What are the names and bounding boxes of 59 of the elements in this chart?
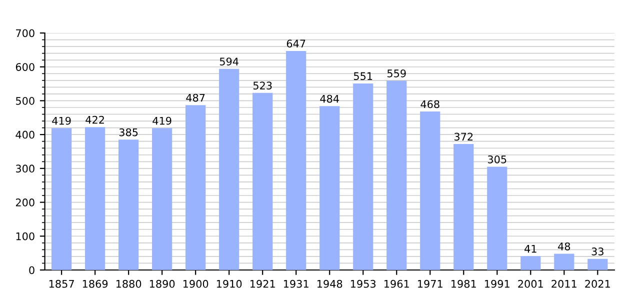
data-label: 372: [454, 132, 473, 141]
bar: [286, 50, 306, 270]
y-tick-label: 0: [29, 266, 34, 274]
data-label: 419: [152, 116, 172, 125]
x-tick-label: 1948: [317, 280, 342, 288]
bar: [85, 127, 106, 270]
data-label: 41: [524, 244, 536, 253]
bar: [186, 105, 206, 270]
data-label: 468: [420, 100, 440, 108]
x-tick-label: 2011: [552, 280, 576, 288]
data-label: 559: [387, 69, 406, 78]
x-tick-label: 1900: [183, 280, 208, 288]
x-tick-label: 1931: [284, 280, 308, 288]
bar: [454, 144, 474, 270]
x-tick-label: 1921: [250, 280, 275, 288]
data-label: 647: [286, 40, 306, 48]
data-label: 594: [220, 58, 238, 66]
data-label: 305: [488, 155, 506, 164]
bar: [353, 83, 374, 270]
bar: [52, 128, 72, 270]
data-label: 523: [253, 82, 272, 90]
x-tick-label: 1991: [485, 280, 510, 288]
y-tick-label: 400: [16, 130, 34, 139]
x-tick-label: 2001: [518, 280, 543, 288]
x-tick-label: 1910: [216, 280, 242, 288]
x-tick-label: 1981: [452, 280, 476, 288]
y-tick-label: 300: [16, 164, 34, 173]
data-label: 48: [558, 242, 570, 250]
bar: [487, 166, 508, 270]
data-label: 33: [592, 248, 604, 256]
x-tick-label: 1857: [49, 280, 74, 288]
data-label: 422: [86, 116, 104, 124]
bar: [219, 68, 240, 270]
data-label: 419: [52, 116, 71, 125]
x-tick-label: 1890: [150, 280, 175, 288]
bar: [554, 254, 574, 270]
bar: [420, 112, 440, 270]
y-tick-label: 100: [16, 232, 34, 240]
x-tick-label: 1880: [116, 280, 142, 288]
bar: [152, 128, 172, 270]
x-tick-label: 1961: [384, 280, 409, 288]
y-tick-label: 700: [16, 29, 34, 38]
y-tick-label: 200: [16, 198, 34, 206]
data-label: 484: [320, 94, 339, 103]
bar: [252, 92, 273, 270]
data-label: 487: [186, 94, 205, 102]
bar: [118, 140, 139, 270]
data-label: 385: [119, 128, 138, 136]
x-tick-label: 1971: [418, 280, 442, 288]
x-tick-label: 1869: [82, 280, 108, 288]
bar: [320, 106, 340, 270]
y-tick-label: 600: [16, 63, 34, 71]
y-tick-label: 500: [16, 96, 34, 105]
x-tick-label: 2021: [585, 280, 610, 288]
x-tick-label: 1953: [350, 280, 376, 288]
bar: [588, 258, 608, 270]
bar: [386, 80, 407, 270]
data-label: 551: [354, 72, 372, 80]
bar: [520, 256, 541, 270]
